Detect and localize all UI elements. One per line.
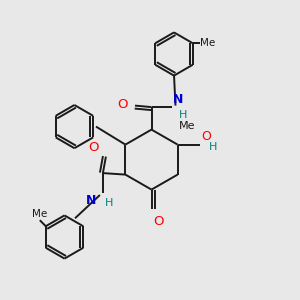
Text: O: O [153,215,164,228]
Text: H: H [179,110,188,120]
Text: O: O [117,98,128,111]
Text: N: N [86,194,96,207]
Text: Me: Me [179,121,196,131]
Text: Me: Me [200,38,215,48]
Text: H: H [208,142,217,152]
Text: O: O [88,141,98,154]
Text: O: O [202,130,212,143]
Text: N: N [173,93,183,106]
Text: Me: Me [32,209,47,219]
Text: H: H [104,198,113,208]
